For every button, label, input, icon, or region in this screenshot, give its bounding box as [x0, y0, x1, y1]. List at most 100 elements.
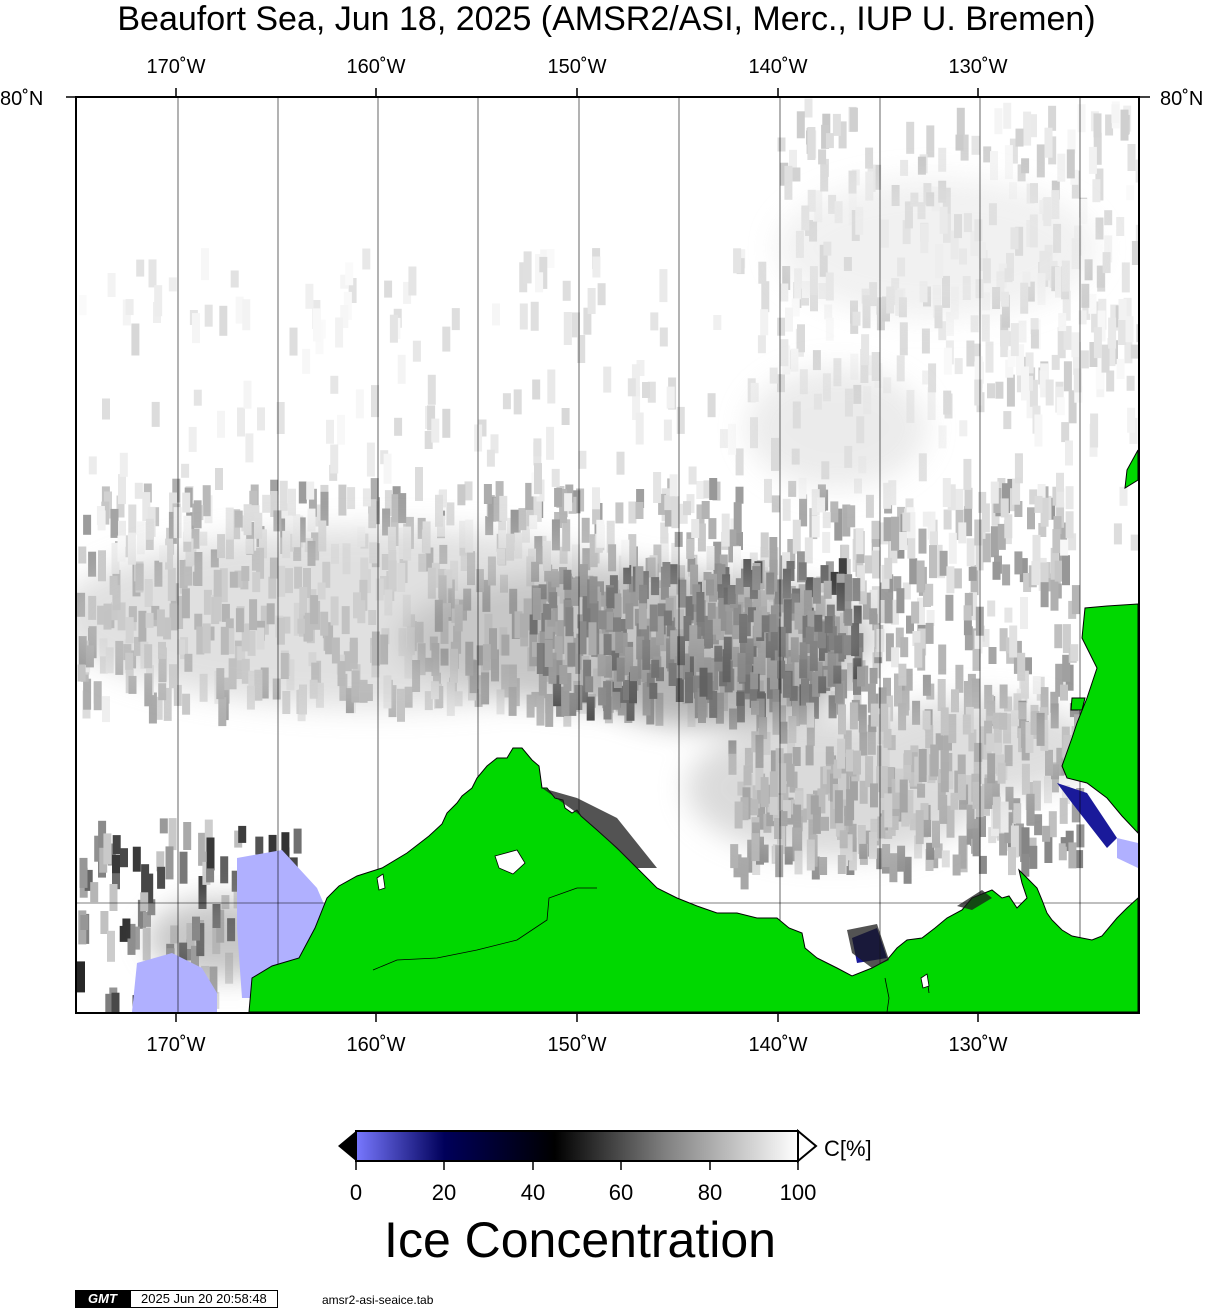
- ice-pixel: [347, 487, 356, 510]
- ice-pixel: [1054, 560, 1063, 582]
- ice-pixel: [943, 509, 952, 530]
- ice-pixel: [159, 818, 168, 834]
- lon-label-bottom-170w: 170˚W: [146, 1034, 206, 1056]
- ice-pixel: [889, 853, 898, 883]
- ice-pixel: [225, 507, 234, 540]
- ice-pixel: [621, 539, 630, 568]
- ice-pixel: [603, 366, 612, 393]
- ice-pixel: [1101, 344, 1110, 373]
- ice-pixel: [112, 873, 120, 890]
- ice-pixel: [394, 417, 403, 436]
- ice-pixel: [188, 426, 197, 452]
- ice-pixel: [90, 882, 99, 903]
- colorbar-tick-100: 100: [779, 1180, 817, 1205]
- ice-pixel: [987, 600, 996, 617]
- ice-pixel: [243, 380, 252, 409]
- ice-pixel: [1059, 797, 1068, 824]
- ice-pixel: [370, 478, 379, 502]
- ice-pixel: [941, 850, 950, 868]
- ice-pixel: [938, 147, 947, 172]
- ice-pixel: [442, 326, 451, 352]
- ice-pixel: [947, 484, 956, 511]
- ice-pixel: [735, 532, 743, 550]
- ice-pixel: [564, 493, 573, 512]
- ice-pixel: [237, 407, 245, 437]
- ice-pixel: [1052, 529, 1061, 554]
- ice-pixel: [780, 283, 789, 302]
- ice-pixel: [666, 386, 675, 409]
- ice-pixel: [1008, 847, 1016, 876]
- ice-pixel: [562, 280, 571, 301]
- ice-pixel: [415, 467, 423, 501]
- ice-pixel: [1013, 803, 1022, 825]
- ice-pixel: [127, 532, 136, 565]
- ice-pixel: [664, 505, 673, 527]
- ice-pixel: [628, 534, 637, 568]
- ice-pixel: [918, 628, 927, 656]
- ice-pixel: [98, 820, 107, 848]
- ice-pixel: [659, 327, 668, 347]
- ice-pixel: [559, 489, 568, 524]
- ice-pixel: [173, 507, 182, 539]
- ice-pixel: [899, 532, 908, 550]
- ice-pixel: [926, 125, 935, 158]
- ice-pixel: [631, 364, 640, 397]
- ice-pixel: [988, 647, 997, 664]
- ice-pixel: [914, 835, 923, 859]
- map-panel[interactable]: [75, 96, 1140, 1014]
- ice-pixel: [137, 899, 146, 929]
- ice-pixel: [1104, 235, 1113, 263]
- ice-pixel: [168, 511, 177, 544]
- ice-pixel: [660, 533, 669, 566]
- ice-pixel: [713, 315, 722, 330]
- ice-pixel: [1017, 652, 1026, 681]
- ice-pixel: [900, 690, 909, 716]
- ice-pixel: [1032, 676, 1041, 695]
- ice-pixel: [530, 301, 539, 331]
- ice-pixel: [838, 558, 847, 575]
- ice-pixel: [206, 837, 215, 871]
- ice-pixel: [1080, 350, 1089, 369]
- ice-pixel: [709, 478, 718, 500]
- ice-pixel: [852, 311, 861, 326]
- ice-pixel: [592, 498, 601, 525]
- ice-pixel: [1058, 843, 1067, 861]
- ice-pixel: [820, 565, 829, 584]
- ice-pixel: [930, 531, 938, 550]
- ice-pixel: [735, 486, 744, 504]
- ice-pixel: [571, 312, 580, 338]
- ice-pixel: [1125, 316, 1134, 343]
- ice-pixel: [578, 450, 587, 469]
- ice-pixel: [703, 480, 712, 499]
- ice-pixel: [1014, 551, 1023, 575]
- ice-pixel: [273, 510, 282, 532]
- ice-pixel: [193, 500, 202, 529]
- ice-pixel: [592, 256, 601, 278]
- ice-pixel: [769, 367, 778, 384]
- ice-pixel: [1055, 663, 1064, 697]
- ice-pixel: [730, 844, 739, 869]
- ice-pixel: [488, 496, 497, 522]
- ice-pixel: [857, 666, 865, 687]
- ice-pixel: [391, 494, 400, 523]
- ice-pixel: [1068, 842, 1077, 869]
- ice-pixel: [1074, 385, 1083, 403]
- ice-pixel: [820, 164, 829, 192]
- ice-pixel: [683, 501, 691, 516]
- ice-pixel: [1057, 327, 1066, 359]
- ice-pixel: [806, 702, 815, 728]
- ice-pixel: [958, 835, 967, 869]
- ice-pixel: [642, 382, 650, 398]
- ice-pixel: [151, 401, 160, 427]
- ice-pixel: [1050, 579, 1059, 611]
- ice-pixel: [192, 313, 200, 344]
- ice-pixel: [280, 518, 289, 538]
- ice-pixel: [276, 402, 285, 434]
- ice-pixel: [925, 622, 934, 644]
- lon-label-top-140w: 140˚W: [748, 56, 808, 78]
- ice-pixel: [495, 481, 504, 506]
- ice-pixel: [890, 599, 899, 625]
- ice-pixel: [785, 307, 793, 332]
- ice-pixel: [1016, 375, 1025, 393]
- ice-pixel: [1010, 323, 1019, 357]
